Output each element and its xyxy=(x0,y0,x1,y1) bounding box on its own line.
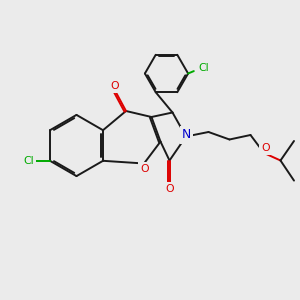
Text: O: O xyxy=(111,81,119,91)
Text: O: O xyxy=(166,184,174,194)
Text: O: O xyxy=(140,164,149,174)
Text: Cl: Cl xyxy=(199,63,209,73)
Text: N: N xyxy=(182,128,191,142)
Text: O: O xyxy=(261,142,269,153)
Text: Cl: Cl xyxy=(24,156,34,166)
